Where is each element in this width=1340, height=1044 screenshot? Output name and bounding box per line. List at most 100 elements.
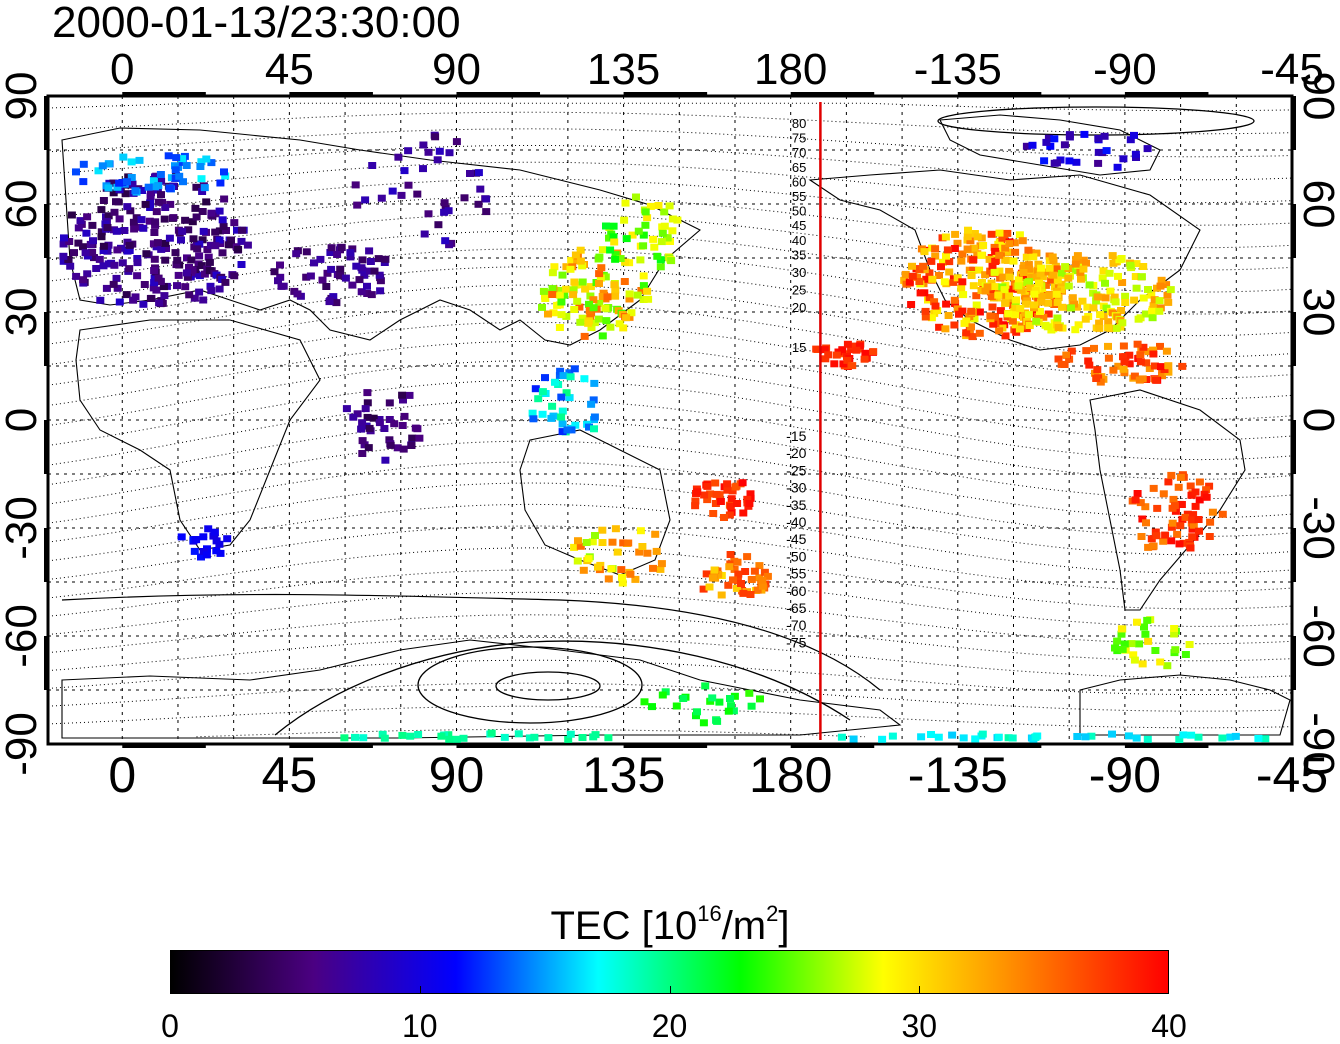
tec-sample bbox=[830, 360, 839, 368]
tec-sample bbox=[215, 285, 224, 293]
tec-sample bbox=[587, 324, 596, 332]
tec-sample bbox=[701, 682, 710, 690]
tec-sample bbox=[717, 591, 726, 599]
tec-sample bbox=[716, 498, 725, 505]
tec-sample bbox=[548, 285, 557, 293]
tec-sample bbox=[1035, 279, 1043, 287]
tec-sample bbox=[725, 563, 734, 571]
tec-sample bbox=[1156, 342, 1164, 350]
tec-sample bbox=[318, 276, 327, 284]
tec-sample bbox=[390, 420, 399, 428]
tec-sample bbox=[1005, 292, 1014, 300]
tec-sample bbox=[211, 242, 220, 250]
tec-sample bbox=[958, 278, 967, 286]
tec-sample bbox=[1133, 618, 1141, 626]
tec-sample bbox=[404, 147, 413, 155]
tec-sample bbox=[179, 178, 187, 186]
tec-sample bbox=[609, 222, 618, 230]
tec-sample bbox=[207, 209, 216, 217]
tec-sample bbox=[1017, 286, 1026, 294]
tec-sample bbox=[1188, 516, 1197, 524]
tec-sample bbox=[358, 437, 367, 445]
tec-sample bbox=[1161, 531, 1170, 539]
tec-sample bbox=[580, 332, 589, 340]
tec-sample bbox=[366, 258, 375, 265]
colorbar-tick-label: 40 bbox=[1151, 1008, 1187, 1044]
tec-sample bbox=[622, 314, 631, 322]
tec-sample bbox=[908, 272, 917, 280]
tec-sample bbox=[1074, 321, 1083, 329]
tec-sample bbox=[137, 216, 146, 224]
tec-sample bbox=[398, 731, 407, 739]
tec-sample bbox=[586, 312, 595, 320]
tec-sample bbox=[589, 304, 598, 312]
tec-sample bbox=[1141, 310, 1150, 318]
tec-sample bbox=[611, 255, 620, 263]
tec-sample bbox=[1100, 132, 1109, 140]
magnetic-latitude-label: 65 bbox=[792, 160, 806, 175]
tec-sample bbox=[610, 238, 619, 246]
tec-sample bbox=[130, 225, 139, 233]
tec-sample bbox=[323, 269, 332, 277]
tec-sample bbox=[838, 346, 847, 354]
tec-sample bbox=[595, 299, 604, 307]
tec-sample bbox=[441, 237, 450, 245]
tec-sample bbox=[711, 479, 720, 487]
tec-sample bbox=[1185, 641, 1194, 648]
tec-sample bbox=[995, 229, 1004, 237]
tec-sample bbox=[1044, 310, 1053, 318]
tec-sample bbox=[586, 283, 595, 291]
tec-sample bbox=[99, 247, 108, 254]
tec-sample bbox=[1126, 136, 1135, 144]
tec-sample bbox=[636, 256, 645, 264]
tec-sample bbox=[1108, 252, 1117, 260]
tec-sample bbox=[558, 428, 567, 436]
tec-sample bbox=[1068, 294, 1077, 302]
tec-sample bbox=[1132, 260, 1141, 268]
tec-sample bbox=[745, 500, 754, 507]
tec-sample bbox=[329, 293, 338, 301]
tec-sample bbox=[601, 273, 610, 281]
tec-sample bbox=[1119, 155, 1128, 163]
tec-sample bbox=[102, 284, 111, 292]
magnetic-latitude-label: -30 bbox=[786, 480, 806, 496]
tec-sample bbox=[270, 268, 279, 276]
tec-sample bbox=[1181, 651, 1190, 658]
tec-sample bbox=[598, 332, 607, 340]
tec-sample bbox=[1019, 269, 1028, 276]
tec-sample bbox=[564, 735, 573, 743]
tec-sample bbox=[157, 177, 166, 185]
tec-sample bbox=[277, 282, 286, 290]
colorbar-title-close: ] bbox=[778, 904, 790, 948]
tec-sample bbox=[824, 351, 833, 359]
tec-sample bbox=[352, 262, 361, 270]
tec-sample bbox=[570, 543, 579, 551]
tec-sample bbox=[978, 730, 987, 738]
tec-sample bbox=[745, 689, 754, 697]
magnetic-latitude-label: -60 bbox=[786, 583, 806, 599]
axis-tick-bar bbox=[1291, 636, 1296, 690]
tec-sample bbox=[1023, 278, 1032, 286]
tec-sample bbox=[79, 243, 87, 251]
axis-tick-bar bbox=[957, 743, 1042, 748]
tec-sample bbox=[585, 300, 593, 308]
tec-sample bbox=[378, 730, 387, 738]
tec-sample bbox=[1142, 359, 1151, 367]
colorbar-title: TEC [1016/m2] bbox=[0, 890, 1340, 950]
tec-sample bbox=[210, 528, 219, 536]
tec-sample bbox=[756, 695, 764, 703]
tec-sample bbox=[995, 251, 1004, 259]
tec-sample bbox=[1157, 276, 1166, 284]
tec-sample bbox=[1032, 317, 1041, 325]
tec-sample bbox=[922, 275, 931, 283]
axis-tick-bar bbox=[790, 92, 875, 97]
tec-sample bbox=[1072, 267, 1081, 275]
tec-sample bbox=[1073, 733, 1082, 740]
tec-sample bbox=[692, 712, 700, 720]
tec-sample bbox=[604, 734, 613, 742]
tec-sample bbox=[610, 281, 619, 289]
axis-tick-bar bbox=[44, 96, 49, 150]
tec-sample bbox=[1067, 347, 1076, 355]
tec-sample bbox=[991, 283, 1000, 291]
tec-sample bbox=[86, 240, 95, 248]
